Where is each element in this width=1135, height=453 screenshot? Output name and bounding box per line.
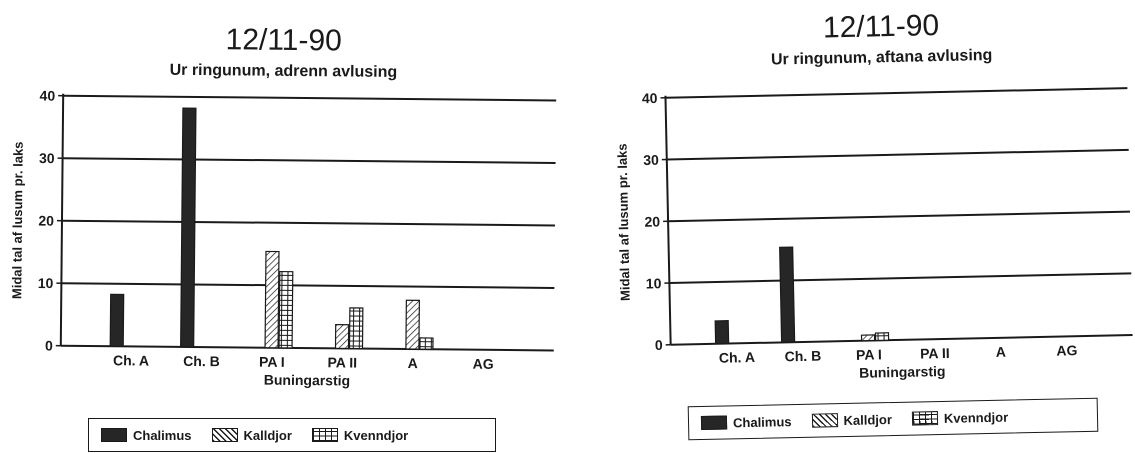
gridline [665,87,1128,99]
chart-subtitle: Ur ringunum, adrenn avlusing [170,62,398,81]
y-tick-label: 10 [38,275,54,291]
bar-chalimus [109,293,125,347]
chart-panel-right: 12/11-90 Ur ringunum, aftana avlusing 0 10 2… [575,0,1135,453]
y-axis [59,93,65,346]
x-tick-label: Ch. A [113,352,149,368]
bar-kalldjor [264,250,280,349]
x-tick-label: PA II [327,354,357,370]
y-tick-label: 30 [39,150,55,166]
legend-item-kalldjor: Kalldjor [811,412,892,429]
chart-left: 12/11-90 Ur ringunum, adrenn avlusing 0 10 2… [9,23,557,389]
legend-swatch-grid [311,428,338,442]
x-tick-label: PA I [856,346,882,363]
x-axis-label: Buningarstig [859,363,946,381]
legend-label-chalimus: Chalimus [732,413,792,430]
bar-kalldjor [405,299,420,350]
legend-left: Chalimus Kalldjor Kvenndjor [88,418,496,452]
legend-swatch-grid [911,411,939,426]
y-axis-label: Midal tal af lusum pr. laks [9,141,26,299]
gridline [61,219,555,227]
bar-kvenndjor [419,337,434,350]
gridline [669,272,1132,284]
legend-swatch-solid [101,428,127,442]
x-tick-label: Ch. B [784,348,821,365]
legend-item-kalldjor: Kalldjor [211,427,292,443]
gridline [63,94,557,102]
bar-chalimus [714,320,730,345]
chart-body: 12/11-90 Ur ringunum, aftana avlusing 0 10 2… [614,9,1133,381]
y-tick-label: 10 [646,275,662,291]
gridline [666,148,1129,161]
bar-chalimus [180,107,197,348]
legend-item-chalimus: Chalimus [101,428,192,443]
legend-swatch-solid [700,415,728,431]
gridline [668,210,1131,223]
chart-title: 12/11-90 [823,9,940,44]
y-tick-label: 20 [644,213,660,229]
bar-chalimus [779,246,796,344]
x-tick-label: A [408,355,418,371]
bar-kvenndjor [278,270,294,349]
x-axis [670,334,1133,346]
x-tick-label: AG [473,356,494,372]
x-axis [60,344,554,352]
chart-body: 12/11-90 Ur ringunum, adrenn avlusing 0 10 2… [9,23,557,389]
x-tick-label: PA I [259,354,285,370]
bar-kalldjor [860,334,876,342]
legend-swatch-hatch [211,428,238,442]
y-axis [664,95,672,345]
x-axis-label: Buningarstig [264,372,350,389]
x-tick-label: PA II [920,345,950,362]
x-tick-label: Ch. B [183,353,220,369]
legend-label-kvenndjor: Kvenndjor [943,409,1009,426]
y-tick-label: 30 [643,152,659,168]
legend-item-kvenndjor: Kvenndjor [311,427,409,443]
legend-item-kvenndjor: Kvenndjor [911,409,1009,426]
gridline [62,157,556,164]
legend-label-kalldjor: Kalldjor [243,427,292,443]
y-tick-label: 40 [40,87,56,103]
y-axis-label: Midal tal af lusum pr. laks [614,143,632,301]
y-tick-label: 0 [655,337,663,353]
gridline [61,282,555,289]
legend-label-kalldjor: Kalldjor [843,411,893,428]
bar-kvenndjor [874,332,890,342]
y-tick-label: 0 [45,338,53,354]
bar-kvenndjor [348,307,364,350]
x-tick-label: AG [1056,342,1077,358]
y-tick-label: 40 [642,90,658,106]
chart-subtitle: Ur ringunum, aftana avlusing [771,47,993,69]
y-tick-label: 20 [38,212,54,228]
legend-right: Chalimus Kalldjor Kvenndjor [687,397,1099,441]
legend-swatch-hatch [811,413,838,428]
chart-panel-left: 12/11-90 Ur ringunum, adrenn avlusing 0 10 2… [0,0,560,453]
x-tick-label: Ch. A [719,349,755,366]
chart-right: 12/11-90 Ur ringunum, aftana avlusing 0 10 2… [614,9,1133,381]
legend-item-chalimus: Chalimus [700,413,792,431]
bar-kalldjor [334,323,350,350]
legend-label-chalimus: Chalimus [133,427,192,443]
x-tick-label: A [996,344,1006,360]
legend-label-kvenndjor: Kvenndjor [343,427,409,443]
chart-title: 12/11-90 [225,23,342,57]
